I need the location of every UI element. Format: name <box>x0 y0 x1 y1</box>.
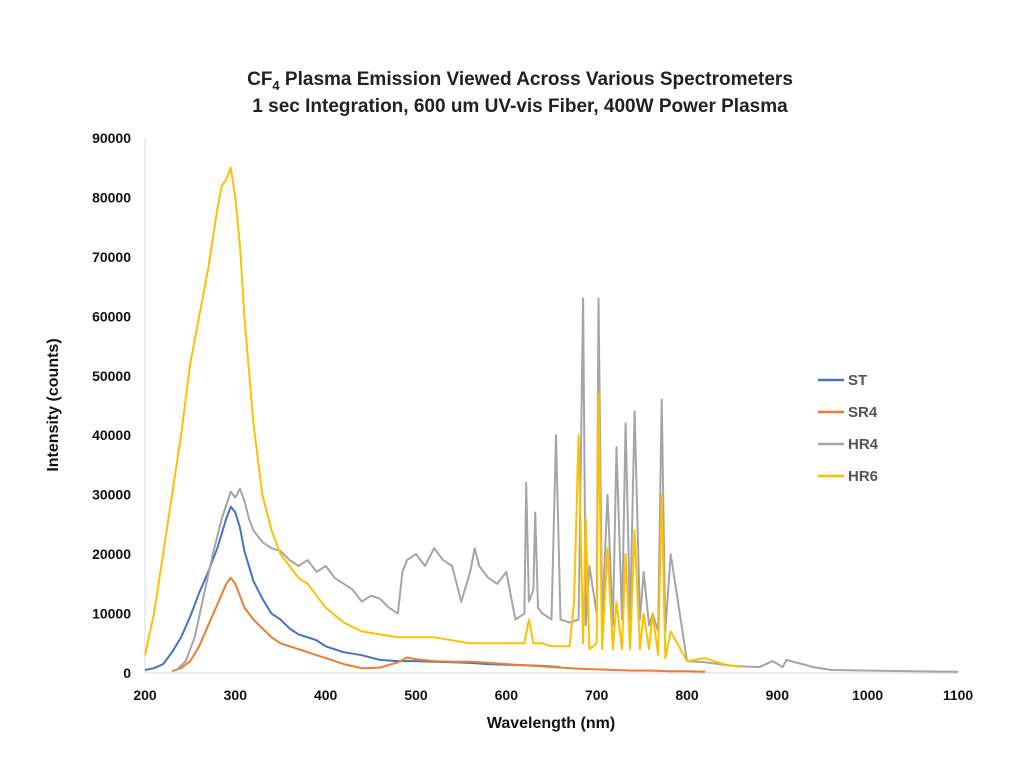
x-tick-label: 300 <box>224 687 248 703</box>
x-tick-label: 200 <box>133 687 157 703</box>
series-line-hr4 <box>175 297 959 673</box>
y-tick-label: 30000 <box>92 487 131 503</box>
legend-label-sr4: SR4 <box>848 404 878 421</box>
chart-subtitle: 1 sec Integration, 600 um UV-vis Fiber, … <box>252 96 788 117</box>
title-rest: Plasma Emission Viewed Across Various Sp… <box>280 69 793 90</box>
y-tick-label: 50000 <box>92 368 131 384</box>
y-tick-label: 90000 <box>92 130 131 146</box>
y-tick-label: 60000 <box>92 308 131 324</box>
x-tick-label: 400 <box>314 687 338 703</box>
x-tick-label: 600 <box>495 687 519 703</box>
y-tick-labels: 0 10000 20000 30000 40000 50000 60000 70000 8000… <box>92 130 131 681</box>
series-lines <box>144 166 959 673</box>
series-line-sr4 <box>171 576 706 673</box>
x-axis-label: Wavelength (nm) <box>487 715 615 732</box>
series-line-st <box>144 505 561 671</box>
plot-area: 0 10000 20000 30000 40000 50000 60000 70000 8000… <box>92 130 973 703</box>
y-tick-label: 20000 <box>92 546 131 562</box>
y-tick-label: 0 <box>123 665 131 681</box>
series-line-hr6 <box>144 166 742 669</box>
chart-title: CF4 Plasma Emission Viewed Across Variou… <box>247 69 793 93</box>
x-tick-label: 800 <box>675 687 699 703</box>
legend-label-hr4: HR4 <box>848 436 879 453</box>
x-tick-label: 700 <box>585 687 609 703</box>
legend-label-hr6: HR6 <box>848 468 878 485</box>
title-main: CF <box>247 69 272 90</box>
y-tick-label: 10000 <box>92 606 131 622</box>
y-axis-label: Intensity (counts) <box>45 338 62 471</box>
legend: ST SR4 HR4 HR6 <box>818 372 879 485</box>
x-tick-labels: 200 300 400 500 600 700 800 900 1000 1100 <box>133 687 973 703</box>
legend-label-st: ST <box>848 372 867 389</box>
y-tick-label: 70000 <box>92 249 131 265</box>
title-subscript: 4 <box>272 78 280 93</box>
x-tick-label: 1100 <box>943 687 974 703</box>
y-tick-label: 80000 <box>92 189 131 205</box>
y-tick-label: 40000 <box>92 427 131 443</box>
x-tick-label: 500 <box>404 687 428 703</box>
x-tick-label: 1000 <box>852 687 883 703</box>
x-tick-label: 900 <box>766 687 790 703</box>
